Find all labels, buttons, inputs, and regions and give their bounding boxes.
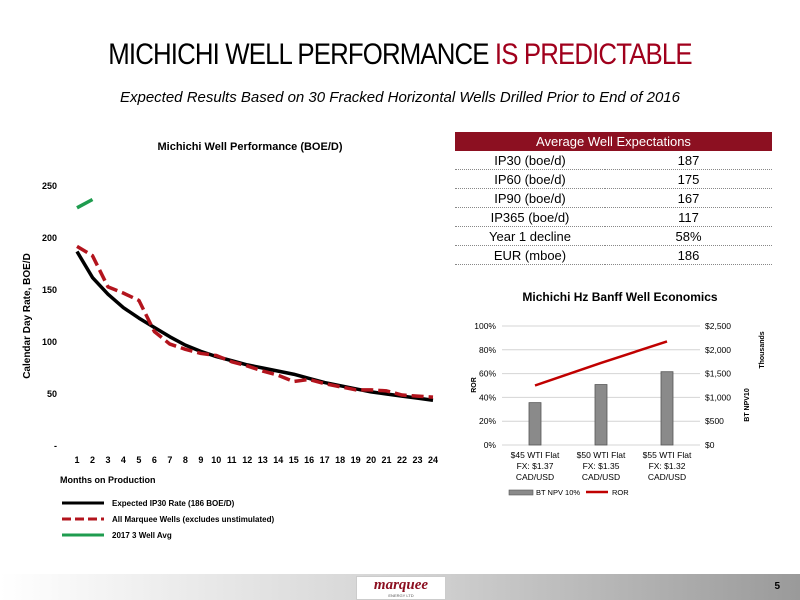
y-tick-label: 100 — [42, 337, 57, 347]
row-value: 167 — [605, 188, 772, 208]
legend-label: All Marquee Wells (excludes unstimulated… — [112, 515, 274, 524]
x-tick-label: 14 — [273, 455, 283, 465]
series-line-2 — [76, 244, 434, 399]
y-tick-label: 250 — [42, 181, 57, 191]
x-tick-label: 1 — [74, 455, 79, 465]
y-right-tick-label: $500 — [705, 416, 724, 426]
table-row: Year 1 decline 58% — [455, 226, 772, 246]
logo-subtext: ENERGY LTD — [388, 593, 414, 598]
page-title: MICHICHI WELL PERFORMANCE IS PREDICTABLE — [56, 38, 744, 72]
category-label: $50 WTI Flat — [577, 450, 626, 460]
y-left-tick-label: 20% — [479, 416, 496, 426]
y-left-axis-label: ROR — [471, 377, 478, 393]
y-left-tick-label: 60% — [479, 369, 496, 379]
y-right-axis-unit: Thousands — [759, 331, 766, 368]
x-tick-label: 13 — [258, 455, 268, 465]
bar — [528, 402, 542, 446]
row-label: IP30 (boe/d) — [455, 151, 605, 170]
x-tick-label: 10 — [211, 455, 221, 465]
x-tick-label: 4 — [121, 455, 126, 465]
category-label: FX: $1.32 — [649, 461, 686, 471]
y-tick-label: - — [54, 441, 57, 451]
y-right-tick-label: $1,000 — [705, 392, 731, 402]
well-expectations-table: Average Well Expectations IP30 (boe/d) 18… — [455, 132, 772, 265]
row-label: EUR (mboe) — [455, 245, 605, 265]
bar — [660, 371, 674, 446]
table-row: IP30 (boe/d) 187 — [455, 151, 772, 170]
y-left-tick-label: 40% — [479, 392, 496, 402]
row-value: 187 — [605, 151, 772, 170]
x-tick-label: 17 — [320, 455, 330, 465]
page-subtitle: Expected Results Based on 30 Fracked Hor… — [119, 89, 680, 106]
y-axis-label: Calendar Day Rate, BOE/D — [22, 253, 33, 379]
x-tick-label: 7 — [167, 455, 172, 465]
row-label: Year 1 decline — [455, 226, 605, 246]
legend-label: ROR — [612, 488, 629, 497]
x-tick-label: 22 — [397, 455, 407, 465]
y-left-tick-label: 0% — [484, 440, 497, 450]
legend-swatch — [508, 489, 534, 496]
row-value: 58% — [605, 226, 772, 246]
table-row: IP365 (boe/d) 117 — [455, 207, 772, 227]
x-tick-label: 9 — [198, 455, 203, 465]
category-label: CAD/USD — [582, 472, 620, 482]
row-value: 117 — [605, 207, 772, 227]
x-tick-label: 16 — [304, 455, 314, 465]
ror-line — [534, 340, 668, 387]
series-line-3 — [76, 197, 94, 210]
row-value: 175 — [605, 169, 772, 189]
row-label: IP90 (boe/d) — [455, 188, 605, 208]
row-label: IP365 (boe/d) — [455, 207, 605, 227]
x-tick-label: 3 — [105, 455, 110, 465]
legend-label: BT NPV 10% — [536, 488, 580, 497]
table-row: IP90 (boe/d) 167 — [455, 188, 772, 208]
logo-name: marquee — [373, 577, 429, 593]
table-row: IP60 (boe/d) 175 — [455, 169, 772, 189]
x-tick-label: 24 — [428, 455, 438, 465]
x-tick-label: 18 — [335, 455, 345, 465]
x-tick-label: 12 — [242, 455, 252, 465]
x-tick-label: 6 — [152, 455, 157, 465]
x-tick-label: 19 — [351, 455, 361, 465]
x-tick-label: 11 — [227, 455, 237, 465]
company-logo: marquee ENERGY LTD — [356, 576, 446, 600]
legend-label: Expected IP30 Rate (186 BOE/D) — [112, 499, 235, 508]
category-label: $55 WTI Flat — [643, 450, 692, 460]
series-line-1 — [75, 250, 434, 402]
x-tick-label: 15 — [289, 455, 299, 465]
category-label: CAD/USD — [516, 472, 554, 482]
category-label: CAD/USD — [648, 472, 686, 482]
category-label: FX: $1.35 — [583, 461, 620, 471]
bar — [594, 384, 608, 446]
title-accent: IS PREDICTABLE — [494, 38, 693, 71]
x-tick-label: 2 — [90, 455, 95, 465]
x-tick-label: 8 — [183, 455, 188, 465]
x-tick-label: 23 — [413, 455, 423, 465]
category-label: $45 WTI Flat — [511, 450, 560, 460]
y-right-tick-label: $0 — [705, 440, 715, 450]
y-right-tick-label: $2,000 — [705, 345, 731, 355]
x-axis-label: Months on Production — [60, 475, 155, 485]
row-label: IP60 (boe/d) — [455, 169, 605, 189]
y-tick-label: 50 — [47, 389, 57, 399]
row-value: 186 — [605, 245, 772, 265]
y-right-tick-label: $1,500 — [705, 369, 731, 379]
economics-chart-title: Michichi Hz Banff Well Economics — [522, 290, 718, 304]
category-label: FX: $1.37 — [517, 461, 554, 471]
x-tick-label: 20 — [366, 455, 376, 465]
y-right-tick-label: $2,500 — [705, 321, 731, 331]
y-left-tick-label: 100% — [474, 321, 496, 331]
y-tick-label: 200 — [42, 233, 57, 243]
performance-chart-title: Michichi Well Performance (BOE/D) — [157, 141, 343, 153]
title-main: MICHICHI WELL PERFORMANCE — [108, 38, 495, 71]
table-header: Average Well Expectations — [455, 132, 772, 151]
table-row: EUR (mboe) 186 — [455, 245, 772, 265]
y-left-tick-label: 80% — [479, 345, 496, 355]
x-tick-label: 5 — [136, 455, 141, 465]
y-right-axis-label: BT NPV10 — [744, 388, 751, 422]
page-number: 5 — [774, 581, 780, 592]
x-tick-label: 21 — [382, 455, 392, 465]
legend-label: 2017 3 Well Avg — [112, 531, 172, 540]
y-tick-label: 150 — [42, 285, 57, 295]
